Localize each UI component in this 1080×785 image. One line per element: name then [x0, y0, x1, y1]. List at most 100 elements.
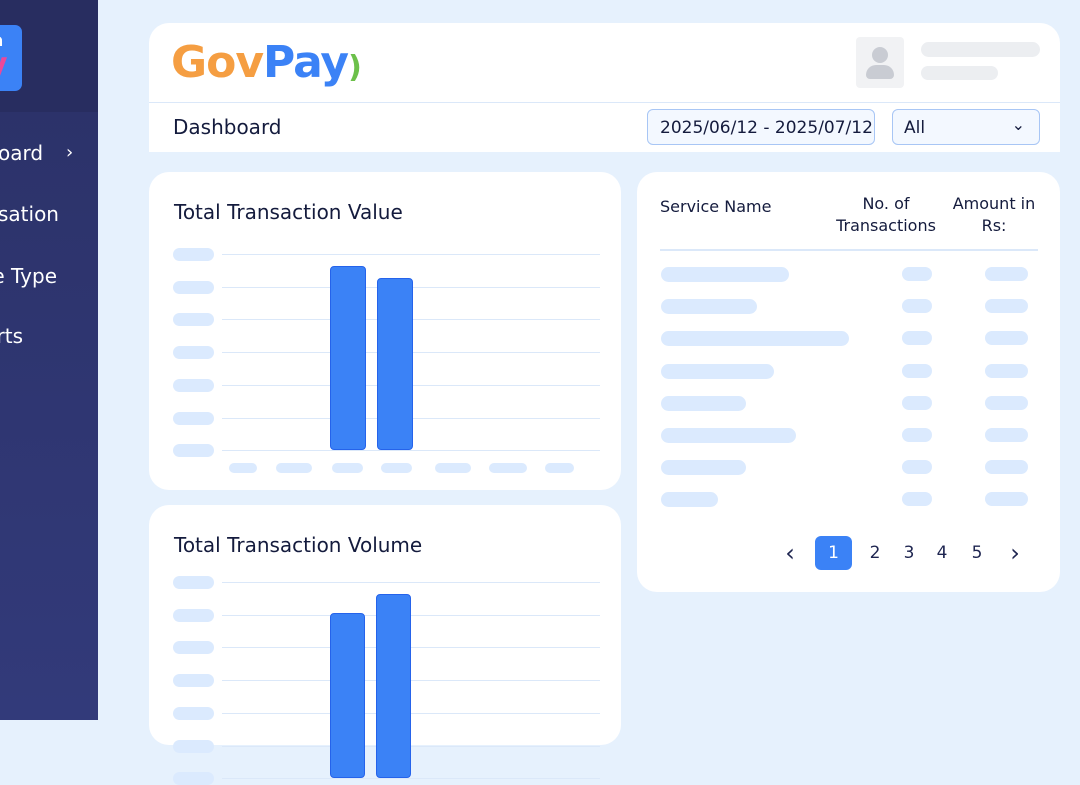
service-name-placeholder: [661, 492, 718, 508]
prev-page-button[interactable]: ‹: [775, 538, 805, 568]
gridline: [222, 778, 600, 780]
y-tick-placeholder: [173, 608, 214, 622]
page-button-4[interactable]: 4: [936, 543, 948, 563]
page-button-1[interactable]: 1: [815, 536, 852, 570]
count-placeholder: [902, 363, 932, 378]
page-button-2[interactable]: 2: [869, 543, 881, 563]
gridline: [222, 745, 600, 747]
gridline: [222, 582, 600, 583]
sidebar-item-reports[interactable]: Reports: [0, 324, 23, 348]
gridline: [222, 450, 600, 452]
logo-gov: Gov: [171, 37, 264, 88]
header: GovPay) Dashboard 2025/06/12 - 2025/07/1…: [149, 23, 1060, 152]
amount-placeholder: [985, 331, 1028, 346]
y-tick-placeholder: [173, 248, 214, 261]
y-tick-placeholder: [173, 576, 214, 589]
sidebar-item-label: sation: [0, 202, 59, 226]
x-tick-placeholder: [435, 463, 471, 474]
amount-placeholder: [985, 428, 1028, 442]
y-tick-placeholder: [173, 280, 214, 294]
amount-placeholder: [985, 267, 1028, 281]
y-tick-placeholder: [173, 346, 214, 360]
sidebar-item-label: Reports: [0, 324, 23, 348]
count-placeholder: [902, 299, 932, 314]
count-placeholder: [902, 428, 932, 442]
y-tick-placeholder: [173, 313, 214, 327]
sidebar-item-transaction[interactable]: sation: [0, 202, 59, 226]
x-tick-placeholder: [276, 463, 312, 474]
x-tick-placeholder: [332, 463, 363, 474]
y-tick-placeholder: [173, 706, 214, 720]
user-name-placeholder: [921, 42, 1040, 57]
y-tick-placeholder: [173, 674, 214, 688]
chart-bar: [330, 613, 365, 779]
chevron-right-icon: ›: [66, 142, 74, 163]
logo-text: ма: [0, 31, 3, 51]
filter-select[interactable]: All ⌄: [892, 109, 1040, 145]
y-tick-placeholder: [173, 411, 214, 425]
x-tick-placeholder: [545, 463, 574, 474]
count-placeholder: [902, 331, 932, 346]
next-page-button[interactable]: ›: [1000, 538, 1030, 568]
x-tick-placeholder: [381, 463, 412, 474]
date-range-value: 2025/06/12 - 2025/07/12: [660, 118, 873, 138]
service-name-placeholder: [661, 363, 774, 379]
amount-placeholder: [985, 363, 1028, 378]
gridline: [222, 614, 600, 616]
service-name-placeholder: [661, 428, 796, 443]
gridline: [222, 647, 600, 649]
amount-placeholder: [985, 299, 1028, 314]
user-role-placeholder: [921, 66, 998, 80]
date-range-picker[interactable]: 2025/06/12 - 2025/07/12: [647, 109, 875, 145]
column-header-count: No. of Transactions: [836, 194, 936, 235]
avatar[interactable]: [856, 37, 904, 88]
page-button-5[interactable]: 5: [971, 543, 983, 563]
sidebar-item-dashboard[interactable]: oard: [0, 141, 43, 165]
amount-placeholder: [985, 492, 1028, 507]
sidebar-item-label: oard: [0, 141, 44, 165]
gridline: [222, 680, 600, 682]
chevron-left-icon: ‹: [785, 539, 795, 567]
user-icon: [872, 47, 888, 63]
y-tick-placeholder: [173, 641, 214, 655]
x-tick-placeholder: [489, 463, 527, 474]
sidebar-logo: ма y: [0, 25, 22, 91]
service-name-placeholder: [661, 395, 746, 411]
service-name-placeholder: [661, 267, 789, 282]
chart-bar: [377, 277, 413, 451]
chart-bar: [376, 593, 411, 779]
count-placeholder: [902, 395, 932, 410]
govpay-logo: GovPay): [171, 37, 362, 88]
count-placeholder: [902, 492, 932, 507]
gridline: [222, 254, 600, 255]
service-name-placeholder: [661, 460, 746, 476]
amount-placeholder: [985, 395, 1028, 410]
page-button-3[interactable]: 3: [903, 543, 915, 563]
chevron-right-icon: ›: [1010, 539, 1020, 567]
chart-title: Total Transaction Value: [174, 200, 403, 224]
chevron-down-icon: ⌄: [1011, 115, 1025, 134]
y-tick-placeholder: [173, 739, 214, 753]
count-placeholder: [902, 460, 932, 475]
x-tick-placeholder: [229, 463, 257, 474]
sidebar-item-service-type[interactable]: Service Type: [0, 264, 57, 288]
services-table-card: [637, 172, 1060, 592]
column-header-amount: Amount in Rs:: [952, 194, 1036, 235]
filter-value: All: [904, 118, 926, 138]
service-name-placeholder: [661, 331, 849, 347]
logo-pay: Pay: [263, 37, 349, 88]
sidebar: ма y oard › sation Service Type Reports: [0, 0, 98, 720]
service-name-placeholder: [661, 299, 757, 315]
page-title: Dashboard: [173, 115, 282, 139]
amount-placeholder: [985, 460, 1028, 475]
gridline: [222, 712, 600, 714]
y-tick-placeholder: [173, 378, 214, 392]
y-tick-placeholder: [173, 772, 214, 785]
column-header-service: Service Name: [660, 197, 772, 216]
chart-title: Total Transaction Volume: [174, 533, 423, 557]
logo-text: y: [0, 47, 8, 82]
sidebar-item-label: Service Type: [0, 264, 57, 288]
count-placeholder: [902, 267, 932, 281]
chart-bar: [330, 265, 366, 451]
y-tick-placeholder: [173, 444, 214, 458]
